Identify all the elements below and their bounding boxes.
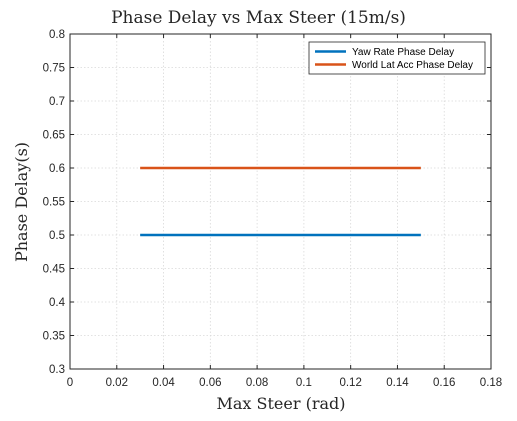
- y-tick-label: 0.5: [49, 230, 65, 242]
- x-tick-label: 0.06: [199, 377, 221, 389]
- legend-label-1: Yaw Rate Phase Delay: [352, 47, 454, 58]
- series-layer: [140, 166, 421, 237]
- x-tick-label: 0.1: [296, 377, 312, 389]
- legend-box: [308, 41, 486, 75]
- x-tick-label: 0.12: [339, 377, 361, 389]
- y-axis-label: Phase Delay(s): [12, 142, 31, 262]
- chart-title: Phase Delay vs Max Steer (15m/s): [111, 8, 406, 28]
- y-tick-label: 0.8: [49, 29, 65, 41]
- y-tick-label: 0.4: [49, 297, 66, 309]
- tick-layer: 0 0.02 0.04 0.06 0.08 0.1 0.12 0.14 0.16 0.18 0.3 0…: [43, 29, 503, 389]
- x-tick-label: 0: [67, 377, 73, 389]
- plot-area: 0 0.02 0.04 0.06 0.08 0.1 0.12 0.14 0.16 0.18 0.3 0…: [43, 29, 503, 389]
- y-tick-label: 0.65: [43, 130, 65, 142]
- legend[interactable]: Yaw Rate Phase Delay World Lat Acc Phase …: [308, 41, 486, 75]
- y-tick-label: 0.55: [43, 197, 65, 209]
- x-tick-label: 0.16: [433, 377, 455, 389]
- x-tick-label: 0.04: [152, 377, 175, 389]
- y-tick-label: 0.45: [43, 264, 65, 276]
- y-tick-label: 0.75: [43, 63, 65, 75]
- y-tick-label: 0.7: [49, 96, 65, 108]
- x-tick-label: 0.18: [480, 377, 502, 389]
- x-tick-label: 0.08: [246, 377, 268, 389]
- y-tick-label: 0.6: [49, 163, 65, 175]
- x-tick-label: 0.02: [106, 377, 128, 389]
- y-tick-label: 0.35: [43, 331, 65, 343]
- x-axis-label: Max Steer (rad): [216, 394, 345, 413]
- x-tick-label: 0.14: [386, 377, 409, 389]
- legend-label-2: World Lat Acc Phase Delay: [352, 60, 473, 71]
- y-tick-label: 0.3: [49, 364, 65, 376]
